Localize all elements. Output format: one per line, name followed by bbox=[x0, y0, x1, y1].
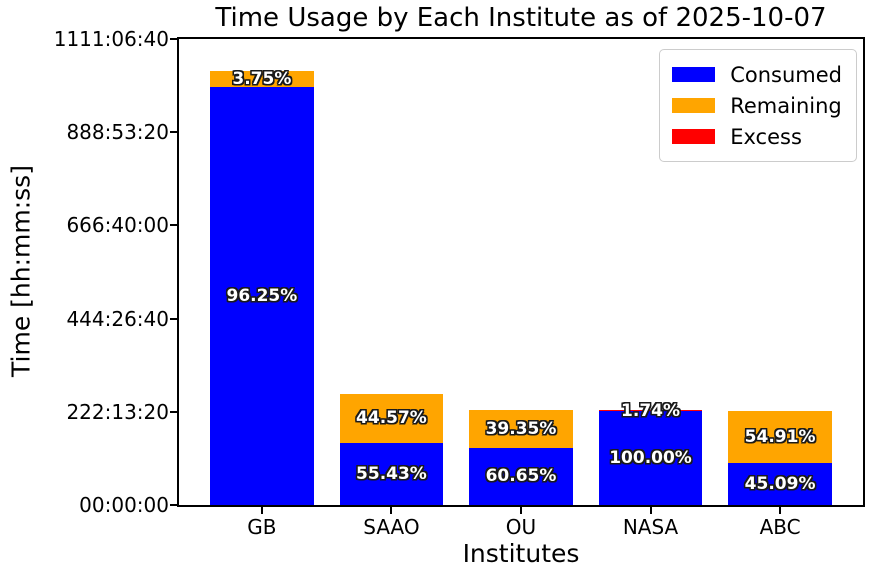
y-tick-label: 1111:06:40 bbox=[53, 27, 169, 51]
y-tick-mark bbox=[170, 131, 177, 134]
y-tick-mark bbox=[170, 504, 177, 506]
legend-item-consumed: Consumed bbox=[672, 59, 842, 90]
bar-percent-label-remaining-ABC: 54.91% bbox=[744, 427, 816, 448]
bar-percent-label-consumed-NASA: 100.00% bbox=[609, 448, 692, 469]
plot-area: 96.25% 3.75% 55.43% 44.57% 60.65% 39.35% 100.0… bbox=[177, 37, 865, 507]
y-tick-label: 222:13:20 bbox=[66, 399, 169, 424]
y-tick-mark bbox=[170, 224, 177, 227]
legend: Consumed Remaining Excess bbox=[659, 49, 857, 162]
legend-swatch-excess bbox=[672, 129, 716, 144]
bar-percent-label-remaining-OU: 39.35% bbox=[485, 419, 557, 440]
bar-percent-label-consumed-GB: 96.25% bbox=[226, 286, 298, 307]
legend-swatch-remaining bbox=[672, 98, 716, 113]
y-tick-mark bbox=[170, 410, 177, 413]
legend-label-consumed: Consumed bbox=[730, 62, 842, 87]
bar-percent-label-remaining-SAAO: 44.57% bbox=[356, 408, 427, 429]
bar-segment-consumed-GB bbox=[210, 87, 314, 505]
bar-segment-consumed-ABC bbox=[728, 462, 832, 505]
bar-segment-consumed-NASA bbox=[598, 411, 703, 505]
legend-swatch-consumed bbox=[672, 67, 716, 82]
legend-item-remaining: Remaining bbox=[672, 90, 842, 121]
y-tick-label: 666:40:00 bbox=[66, 213, 169, 238]
bar-percent-label-consumed-ABC: 45.09% bbox=[744, 473, 816, 494]
legend-label-remaining: Remaining bbox=[730, 93, 842, 118]
bar-segment-remaining-OU bbox=[469, 410, 573, 448]
x-tick-label-OU: OU bbox=[505, 515, 537, 539]
y-tick-label: 444:26:40 bbox=[66, 306, 169, 331]
x-axis-label: Institutes bbox=[462, 539, 580, 568]
bar-segment-remaining-ABC bbox=[728, 411, 832, 463]
x-tick-label-NASA: NASA bbox=[622, 515, 679, 539]
bar-segment-remaining-SAAO bbox=[339, 393, 444, 444]
x-tick-mark bbox=[260, 507, 263, 514]
y-tick-label: 00:00:00 bbox=[79, 493, 169, 517]
bar-percent-label-consumed-OU: 60.65% bbox=[485, 466, 557, 487]
x-tick-mark bbox=[779, 507, 782, 514]
x-tick-label-GB: GB bbox=[247, 515, 277, 539]
bar-percent-label-consumed-SAAO: 55.43% bbox=[356, 464, 427, 485]
bar-segment-excess-NASA bbox=[598, 409, 703, 412]
x-tick-mark bbox=[390, 507, 393, 514]
x-tick-mark bbox=[520, 507, 522, 514]
y-tick-label: 888:53:20 bbox=[66, 120, 169, 145]
bar-segment-consumed-OU bbox=[469, 447, 573, 505]
y-axis-label: Time [hh:mm:ss] bbox=[6, 165, 36, 377]
bar-segment-remaining-GB bbox=[210, 70, 314, 88]
legend-item-excess: Excess bbox=[672, 121, 842, 152]
x-tick-label-ABC: ABC bbox=[759, 515, 801, 539]
legend-label-excess: Excess bbox=[730, 124, 802, 149]
y-tick-mark bbox=[170, 317, 177, 320]
bar-segment-consumed-SAAO bbox=[339, 443, 444, 505]
y-tick-mark bbox=[170, 38, 177, 40]
chart-title: Time Usage by Each Institute as of 2025-… bbox=[215, 3, 827, 33]
bar-percent-label-remaining-GB: 3.75% bbox=[232, 69, 292, 89]
x-tick-label-SAAO: SAAO bbox=[363, 515, 420, 539]
bar-percent-label-excess-NASA: 1.74% bbox=[621, 400, 681, 421]
x-tick-mark bbox=[649, 507, 652, 514]
